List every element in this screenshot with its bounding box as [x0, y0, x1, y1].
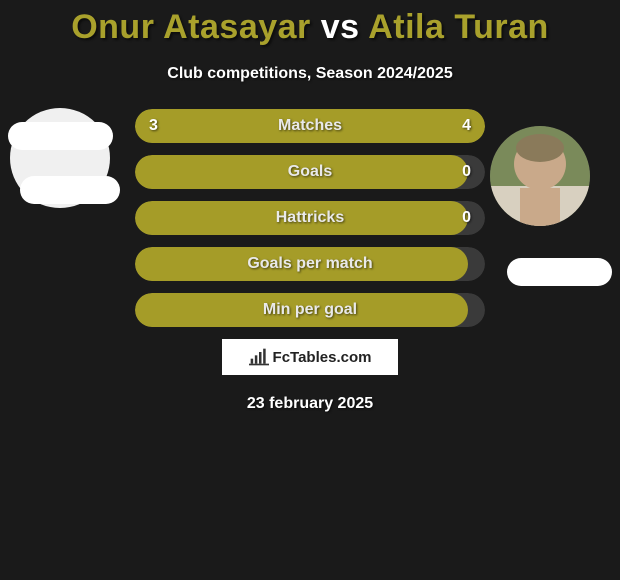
- player1-pill-1: [8, 122, 113, 150]
- stat-row: Goals0: [135, 155, 485, 189]
- stat-label: Min per goal: [135, 293, 485, 327]
- stat-label: Goals per match: [135, 247, 485, 281]
- stat-value-right: 0: [462, 201, 471, 235]
- title-player2: Atila Turan: [368, 8, 549, 46]
- stat-row: Hattricks0: [135, 201, 485, 235]
- stat-value-left: 3: [149, 109, 158, 143]
- brand-text: FcTables.com: [273, 349, 372, 366]
- bar-chart-icon: [249, 348, 269, 366]
- player1-pill-2: [20, 176, 120, 204]
- stat-row: Min per goal: [135, 293, 485, 327]
- title-vs: vs: [311, 8, 368, 46]
- avatar-placeholder-icon: [490, 126, 590, 226]
- subtitle: Club competitions, Season 2024/2025: [0, 65, 620, 83]
- stat-label: Goals: [135, 155, 485, 189]
- stat-row: Matches3 4: [135, 109, 485, 143]
- page-title: Onur Atasayar vs Atila Turan: [0, 0, 620, 47]
- brand-badge: FcTables.com: [222, 339, 398, 375]
- stat-value-right: 0: [462, 155, 471, 189]
- stat-label: Hattricks: [135, 201, 485, 235]
- player2-avatar: [490, 126, 590, 226]
- stats-rows: Matches34Goals0Hattricks0Goals per match…: [135, 109, 485, 327]
- stat-value-right: 4: [462, 109, 471, 143]
- stat-label: Matches: [135, 109, 485, 143]
- player2-pill-1: [507, 258, 612, 286]
- date-text: 23 february 2025: [0, 395, 620, 413]
- stat-row: Goals per match: [135, 247, 485, 281]
- title-player1: Onur Atasayar: [71, 8, 311, 46]
